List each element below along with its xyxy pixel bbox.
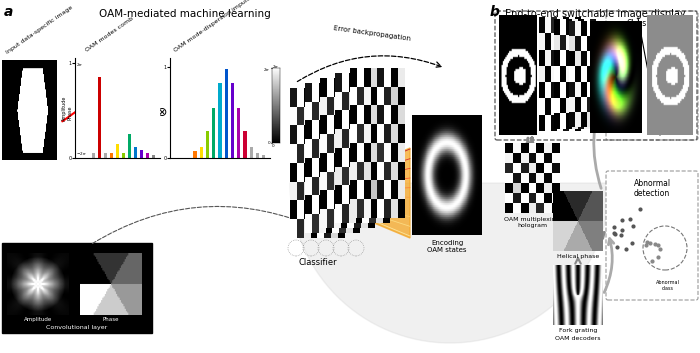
Point xyxy=(616,217,627,223)
Point xyxy=(653,243,664,248)
Bar xyxy=(225,69,228,158)
Text: Classifier: Classifier xyxy=(299,258,337,267)
Point xyxy=(664,108,676,114)
Text: 0: 0 xyxy=(272,144,274,148)
Bar xyxy=(92,153,94,158)
Bar xyxy=(206,131,209,158)
Text: b: b xyxy=(490,5,500,19)
Bar xyxy=(104,153,107,158)
Bar xyxy=(199,147,203,158)
Point xyxy=(634,42,645,48)
Point xyxy=(650,91,661,97)
Point xyxy=(615,47,626,53)
Text: Convolutional layer: Convolutional layer xyxy=(46,325,108,330)
Bar xyxy=(134,146,137,158)
Bar xyxy=(256,152,259,158)
Text: Fork grating: Fork grating xyxy=(559,328,597,333)
Bar xyxy=(110,153,113,158)
Bar xyxy=(218,83,222,158)
Point xyxy=(622,66,633,71)
Text: $\otimes$: $\otimes$ xyxy=(156,107,167,120)
Bar xyxy=(250,147,253,158)
Bar xyxy=(244,131,246,158)
Point xyxy=(650,99,662,105)
Point xyxy=(634,206,645,211)
Bar xyxy=(262,155,265,158)
Point xyxy=(622,65,633,70)
Point xyxy=(650,241,661,247)
Text: $-2\pi$: $-2\pi$ xyxy=(76,150,87,157)
Point xyxy=(610,58,622,64)
Text: Phase: Phase xyxy=(103,317,119,322)
Text: OAM-mediated machine learning: OAM-mediated machine learning xyxy=(99,9,271,19)
Text: OAM multiplexing
hologram: OAM multiplexing hologram xyxy=(504,217,560,228)
Bar xyxy=(212,108,216,158)
Text: OAM modes comb: OAM modes comb xyxy=(85,16,134,53)
Point xyxy=(648,104,659,110)
Text: OAM decoders: OAM decoders xyxy=(555,336,601,341)
Point xyxy=(614,84,625,90)
Text: Abnormal
detection: Abnormal detection xyxy=(634,179,671,198)
Polygon shape xyxy=(362,148,410,238)
Text: Error backpropagation: Error backpropagation xyxy=(333,25,411,41)
Wedge shape xyxy=(290,183,610,343)
Bar xyxy=(153,155,155,158)
Text: $2\pi$: $2\pi$ xyxy=(272,63,279,70)
Text: Input data-specific image: Input data-specific image xyxy=(5,5,74,55)
Point xyxy=(615,76,626,82)
Point xyxy=(608,225,620,230)
Point xyxy=(608,230,620,236)
FancyBboxPatch shape xyxy=(606,11,698,140)
Point xyxy=(615,232,626,238)
Point xyxy=(646,258,657,263)
Text: Encoding
OAM states: Encoding OAM states xyxy=(427,240,467,253)
Point xyxy=(660,129,671,134)
Text: End-to-end switchable image display: End-to-end switchable image display xyxy=(505,9,685,19)
Bar xyxy=(2,243,152,333)
Bar xyxy=(146,153,149,158)
Text: OAM mode-dispersion impulse: OAM mode-dispersion impulse xyxy=(173,0,254,53)
Bar xyxy=(122,153,125,158)
Text: $2\pi$: $2\pi$ xyxy=(76,61,83,68)
Point xyxy=(667,104,678,109)
Bar xyxy=(140,150,143,158)
Point xyxy=(627,240,638,245)
Point xyxy=(677,106,688,111)
Bar xyxy=(128,134,131,158)
Y-axis label: Amplitude: Amplitude xyxy=(62,95,67,121)
Point xyxy=(611,244,622,250)
FancyBboxPatch shape xyxy=(606,171,698,300)
Bar xyxy=(193,151,197,158)
Text: Phase: Phase xyxy=(67,106,72,120)
Point xyxy=(622,58,634,63)
Point xyxy=(640,243,651,248)
Point xyxy=(609,231,620,237)
Text: Abnormal
class: Abnormal class xyxy=(656,280,680,291)
Bar xyxy=(116,144,119,158)
Point xyxy=(616,227,627,233)
Point xyxy=(644,240,655,246)
Point xyxy=(676,126,687,132)
Point xyxy=(659,114,671,119)
Point xyxy=(622,55,633,61)
Bar xyxy=(237,108,240,158)
Point xyxy=(654,117,666,122)
Point xyxy=(624,216,635,222)
Bar xyxy=(98,77,101,158)
Point xyxy=(641,240,652,245)
Point xyxy=(628,223,639,228)
Text: Classification: Classification xyxy=(626,19,678,28)
Point xyxy=(654,246,666,252)
Text: Helical phase: Helical phase xyxy=(557,254,599,259)
Text: Amplitude: Amplitude xyxy=(24,317,52,322)
Point xyxy=(621,246,632,252)
Point xyxy=(610,79,621,84)
Bar xyxy=(231,83,234,158)
Text: a: a xyxy=(4,5,13,19)
Point xyxy=(614,90,625,96)
Point xyxy=(619,57,630,63)
Point xyxy=(652,255,664,260)
